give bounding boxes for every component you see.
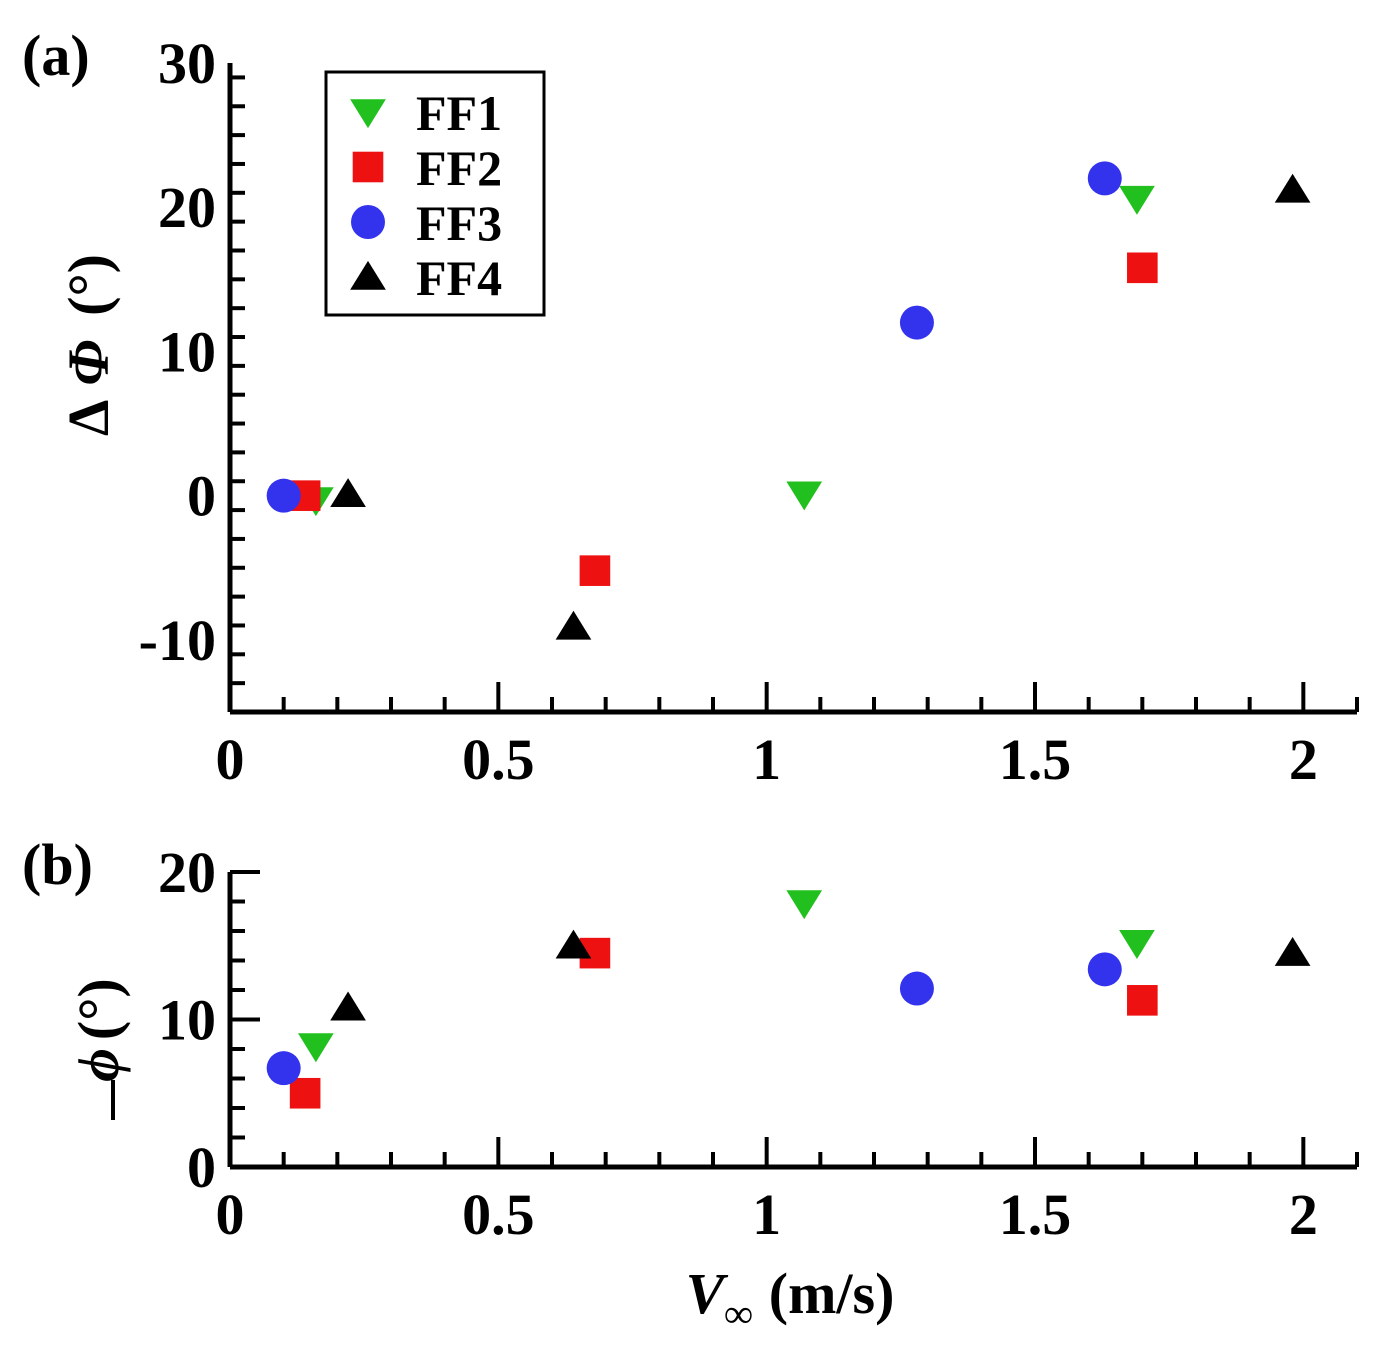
x-tick-label: 1	[752, 727, 781, 792]
point-ff4	[330, 478, 366, 507]
y-tick-label: 20	[158, 840, 216, 905]
v-symbol: V	[686, 1261, 729, 1326]
panel-label: (b)	[22, 832, 93, 897]
x-tick-label: 2	[1289, 1182, 1318, 1247]
point-ff2	[579, 555, 611, 586]
data-points	[266, 161, 1311, 640]
point-ff3	[266, 1051, 301, 1086]
point-ff3	[899, 971, 934, 1006]
point-ff1	[1119, 185, 1155, 215]
legend-label: FF3	[416, 195, 502, 251]
point-ff1	[298, 1033, 334, 1063]
legend-marker	[352, 151, 384, 183]
unit: (m/s)	[769, 1261, 895, 1326]
y-axis-label-b: ϕ (°)	[66, 978, 131, 1120]
legend-label: FF4	[416, 250, 502, 306]
x-ticks: 0 0.5 1 1.5 2	[216, 682, 1359, 792]
x-tick-label: 1.5	[999, 1182, 1072, 1247]
unit: (°)	[66, 978, 131, 1040]
x-axis-label: V∞ (m/s)	[686, 1261, 895, 1336]
legend-entry-ff3: FF3	[351, 195, 502, 251]
phi-symbol: Φ	[56, 340, 121, 386]
x-tick-label: 0.5	[462, 727, 535, 792]
point-ff4	[555, 610, 592, 640]
y-axis-label-text: ΔΦ (°)	[56, 254, 121, 436]
panel-label: (a)	[22, 23, 90, 88]
y-tick-label: 10	[158, 319, 216, 384]
y-tick-label: 0	[187, 1135, 216, 1200]
y-ticks: -10 0 10 20 30	[139, 31, 245, 714]
point-ff4	[1274, 173, 1311, 203]
y-axis-label-a: ΔΦ (°)	[56, 254, 121, 436]
point-ff3	[1087, 161, 1122, 196]
legend-label: FF2	[416, 140, 502, 196]
x-tick-label: 1	[752, 1182, 781, 1247]
delta-symbol: Δ	[56, 400, 121, 436]
phi-bar-symbol: ϕ	[66, 1048, 131, 1082]
point-ff3	[899, 305, 934, 340]
x-tick-label: 0.5	[462, 1182, 535, 1247]
point-ff4	[1274, 936, 1311, 966]
unit: (°)	[56, 254, 121, 316]
legend-entry-ff2: FF2	[352, 140, 502, 196]
infinity-subscript: ∞	[724, 1291, 753, 1336]
data-points	[266, 890, 1311, 1109]
legend-marker	[350, 260, 386, 290]
point-ff4	[555, 929, 592, 959]
point-ff3	[266, 478, 301, 513]
legend-label: FF1	[416, 85, 502, 141]
y-ticks: 0 10 20	[158, 840, 260, 1200]
legend-marker	[351, 205, 385, 239]
y-tick-label: 20	[158, 175, 216, 240]
x-tick-label: 2	[1289, 727, 1318, 792]
legend-marker	[350, 99, 386, 129]
point-ff2	[1127, 985, 1158, 1016]
point-ff1	[786, 890, 823, 920]
legend-entry-ff4: FF4	[350, 250, 502, 306]
y-tick-label: 0	[187, 464, 216, 529]
point-ff1	[1119, 930, 1155, 959]
legend-entry-ff1: FF1	[350, 85, 502, 141]
y-axis-label-text: ϕ (°)	[66, 978, 131, 1081]
x-tick-label: 0	[216, 727, 245, 792]
x-tick-label: 1.5	[999, 727, 1072, 792]
y-tick-label: 30	[158, 31, 216, 96]
x-tick-label: 0	[216, 1182, 245, 1247]
x-ticks: 0 0.5 1 1.5 2	[216, 1137, 1359, 1247]
point-ff3	[1087, 952, 1122, 987]
point-ff1	[786, 481, 823, 511]
y-tick-label: -10	[139, 608, 216, 673]
point-ff2	[289, 1077, 321, 1109]
y-tick-label: 10	[158, 988, 216, 1053]
point-ff2	[1127, 252, 1158, 284]
point-ff4	[330, 991, 366, 1021]
